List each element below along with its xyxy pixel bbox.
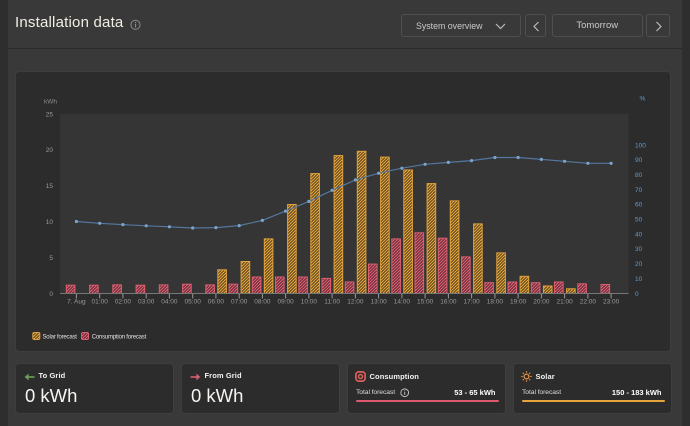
svg-text:30: 30 <box>635 246 643 253</box>
svg-text:01:00: 01:00 <box>92 299 109 306</box>
svg-text:04:00: 04:00 <box>161 299 178 306</box>
svg-text:70: 70 <box>635 187 643 194</box>
svg-text:15:00: 15:00 <box>417 299 434 306</box>
svg-text:100: 100 <box>635 142 646 149</box>
svg-text:10: 10 <box>46 219 54 226</box>
svg-text:06:00: 06:00 <box>208 299 225 306</box>
svg-text:02:00: 02:00 <box>115 299 132 306</box>
svg-text:Solar forecast: Solar forecast <box>43 335 78 341</box>
svg-text:14:00: 14:00 <box>394 299 411 306</box>
svg-text:23:00: 23:00 <box>603 299 620 306</box>
svg-text:kWh: kWh <box>44 99 57 106</box>
svg-text:80: 80 <box>635 172 643 179</box>
svg-text:%: % <box>640 96 646 103</box>
svg-text:Consumption forecast: Consumption forecast <box>92 335 147 341</box>
svg-text:15: 15 <box>46 183 54 190</box>
svg-text:12:00: 12:00 <box>347 299 364 306</box>
svg-text:90: 90 <box>635 157 643 164</box>
svg-text:19:00: 19:00 <box>510 299 527 306</box>
svg-text:11:00: 11:00 <box>324 299 340 306</box>
svg-text:5: 5 <box>49 255 53 262</box>
svg-text:0: 0 <box>49 291 53 298</box>
svg-text:20: 20 <box>635 261 643 268</box>
svg-text:10: 10 <box>635 276 643 283</box>
svg-text:07:00: 07:00 <box>231 299 248 306</box>
svg-text:09:00: 09:00 <box>277 299 294 306</box>
svg-text:17:00: 17:00 <box>463 299 480 306</box>
svg-text:13:00: 13:00 <box>370 299 387 306</box>
svg-text:7. Aug: 7. Aug <box>67 299 86 306</box>
svg-text:20: 20 <box>46 147 54 154</box>
svg-text:21:00: 21:00 <box>556 299 573 306</box>
svg-text:40: 40 <box>635 231 643 238</box>
svg-text:16:00: 16:00 <box>440 299 457 306</box>
svg-text:60: 60 <box>635 202 643 209</box>
svg-text:0: 0 <box>635 291 639 298</box>
svg-text:05:00: 05:00 <box>185 299 202 306</box>
svg-text:03:00: 03:00 <box>138 299 155 306</box>
svg-text:10:00: 10:00 <box>301 299 318 306</box>
svg-text:20:00: 20:00 <box>533 299 550 306</box>
svg-text:50: 50 <box>635 217 643 224</box>
svg-text:18:00: 18:00 <box>487 299 504 306</box>
svg-text:22:00: 22:00 <box>580 299 597 306</box>
svg-text:25: 25 <box>46 111 54 118</box>
svg-text:08:00: 08:00 <box>254 299 271 306</box>
